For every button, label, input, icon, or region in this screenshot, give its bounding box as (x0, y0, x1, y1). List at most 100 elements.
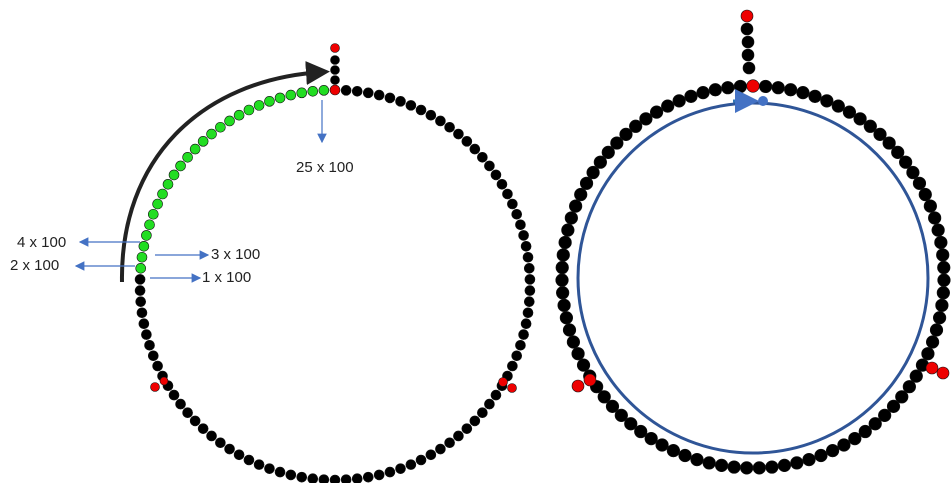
dot (508, 384, 517, 393)
dot (938, 274, 951, 287)
dot (525, 286, 535, 296)
dot (556, 274, 569, 287)
dot (331, 76, 340, 85)
dot (919, 188, 932, 201)
dot (560, 311, 573, 324)
dot (936, 249, 949, 262)
dot (145, 220, 155, 230)
dot (331, 66, 340, 75)
dot (462, 424, 472, 434)
dot (148, 351, 158, 361)
dot (728, 461, 741, 474)
dot (169, 390, 179, 400)
dot (341, 475, 351, 483)
dot (363, 472, 373, 482)
dot (275, 467, 285, 477)
dot (153, 361, 163, 371)
dot (453, 431, 463, 441)
dot (297, 472, 307, 482)
dot (215, 438, 225, 448)
dot (286, 90, 296, 100)
dot (153, 199, 163, 209)
dot (572, 380, 584, 392)
dot (562, 224, 575, 237)
dot (742, 36, 754, 48)
dot (734, 80, 747, 93)
dot (524, 263, 534, 273)
dot (937, 367, 949, 379)
dot (137, 252, 147, 262)
dot (778, 459, 791, 472)
dot (491, 170, 501, 180)
dot (691, 453, 704, 466)
dot (715, 459, 728, 472)
label: 3 x 100 (211, 246, 260, 263)
dot (176, 399, 186, 409)
dot (910, 370, 923, 383)
dot (477, 152, 487, 162)
dot (515, 220, 525, 230)
dot (352, 86, 362, 96)
dot (139, 241, 149, 251)
dot (640, 113, 653, 126)
dot (141, 330, 151, 340)
dot (445, 438, 455, 448)
dot (930, 324, 943, 337)
dot (416, 105, 426, 115)
dot (352, 474, 362, 483)
dot (135, 286, 145, 296)
dot (772, 81, 785, 94)
dot (558, 299, 571, 312)
dot (838, 439, 851, 452)
dot (922, 347, 935, 360)
dot (519, 230, 529, 240)
dot (234, 450, 244, 460)
dot (169, 170, 179, 180)
dot (445, 122, 455, 132)
dot (580, 177, 593, 190)
label: 25 x 100 (296, 159, 354, 176)
dot (937, 286, 950, 299)
dot (341, 85, 351, 95)
dot (374, 90, 384, 100)
dot (396, 96, 406, 106)
dot (183, 408, 193, 418)
dot (135, 274, 145, 284)
dot (139, 319, 149, 329)
dot (766, 461, 779, 474)
dot (563, 324, 576, 337)
dot (331, 56, 340, 65)
dot (515, 340, 525, 350)
dot (385, 467, 395, 477)
dot (225, 116, 235, 126)
dot (512, 351, 522, 361)
dot (264, 96, 274, 106)
dot (151, 383, 160, 392)
dot (416, 455, 426, 465)
dot (435, 444, 445, 454)
dot (740, 462, 753, 475)
dot (826, 444, 839, 457)
dot (145, 340, 155, 350)
dot (319, 85, 329, 95)
dot (747, 80, 760, 93)
dot (843, 106, 856, 119)
dot (136, 297, 146, 307)
dot (926, 362, 938, 374)
dot (926, 336, 939, 349)
dot (935, 236, 948, 249)
dot (809, 90, 822, 103)
dot (385, 93, 395, 103)
dot (330, 475, 340, 483)
dot (148, 209, 158, 219)
dot (932, 224, 945, 237)
diagram: 25 x 100 4 x 100 3 x 100 2 x 100 1 x 100 (0, 0, 952, 483)
dot (924, 200, 937, 213)
dot (519, 330, 529, 340)
dot (679, 449, 692, 462)
dot (484, 399, 494, 409)
dot (574, 188, 587, 201)
dot (470, 144, 480, 154)
dot (936, 299, 949, 312)
dot (254, 460, 264, 470)
